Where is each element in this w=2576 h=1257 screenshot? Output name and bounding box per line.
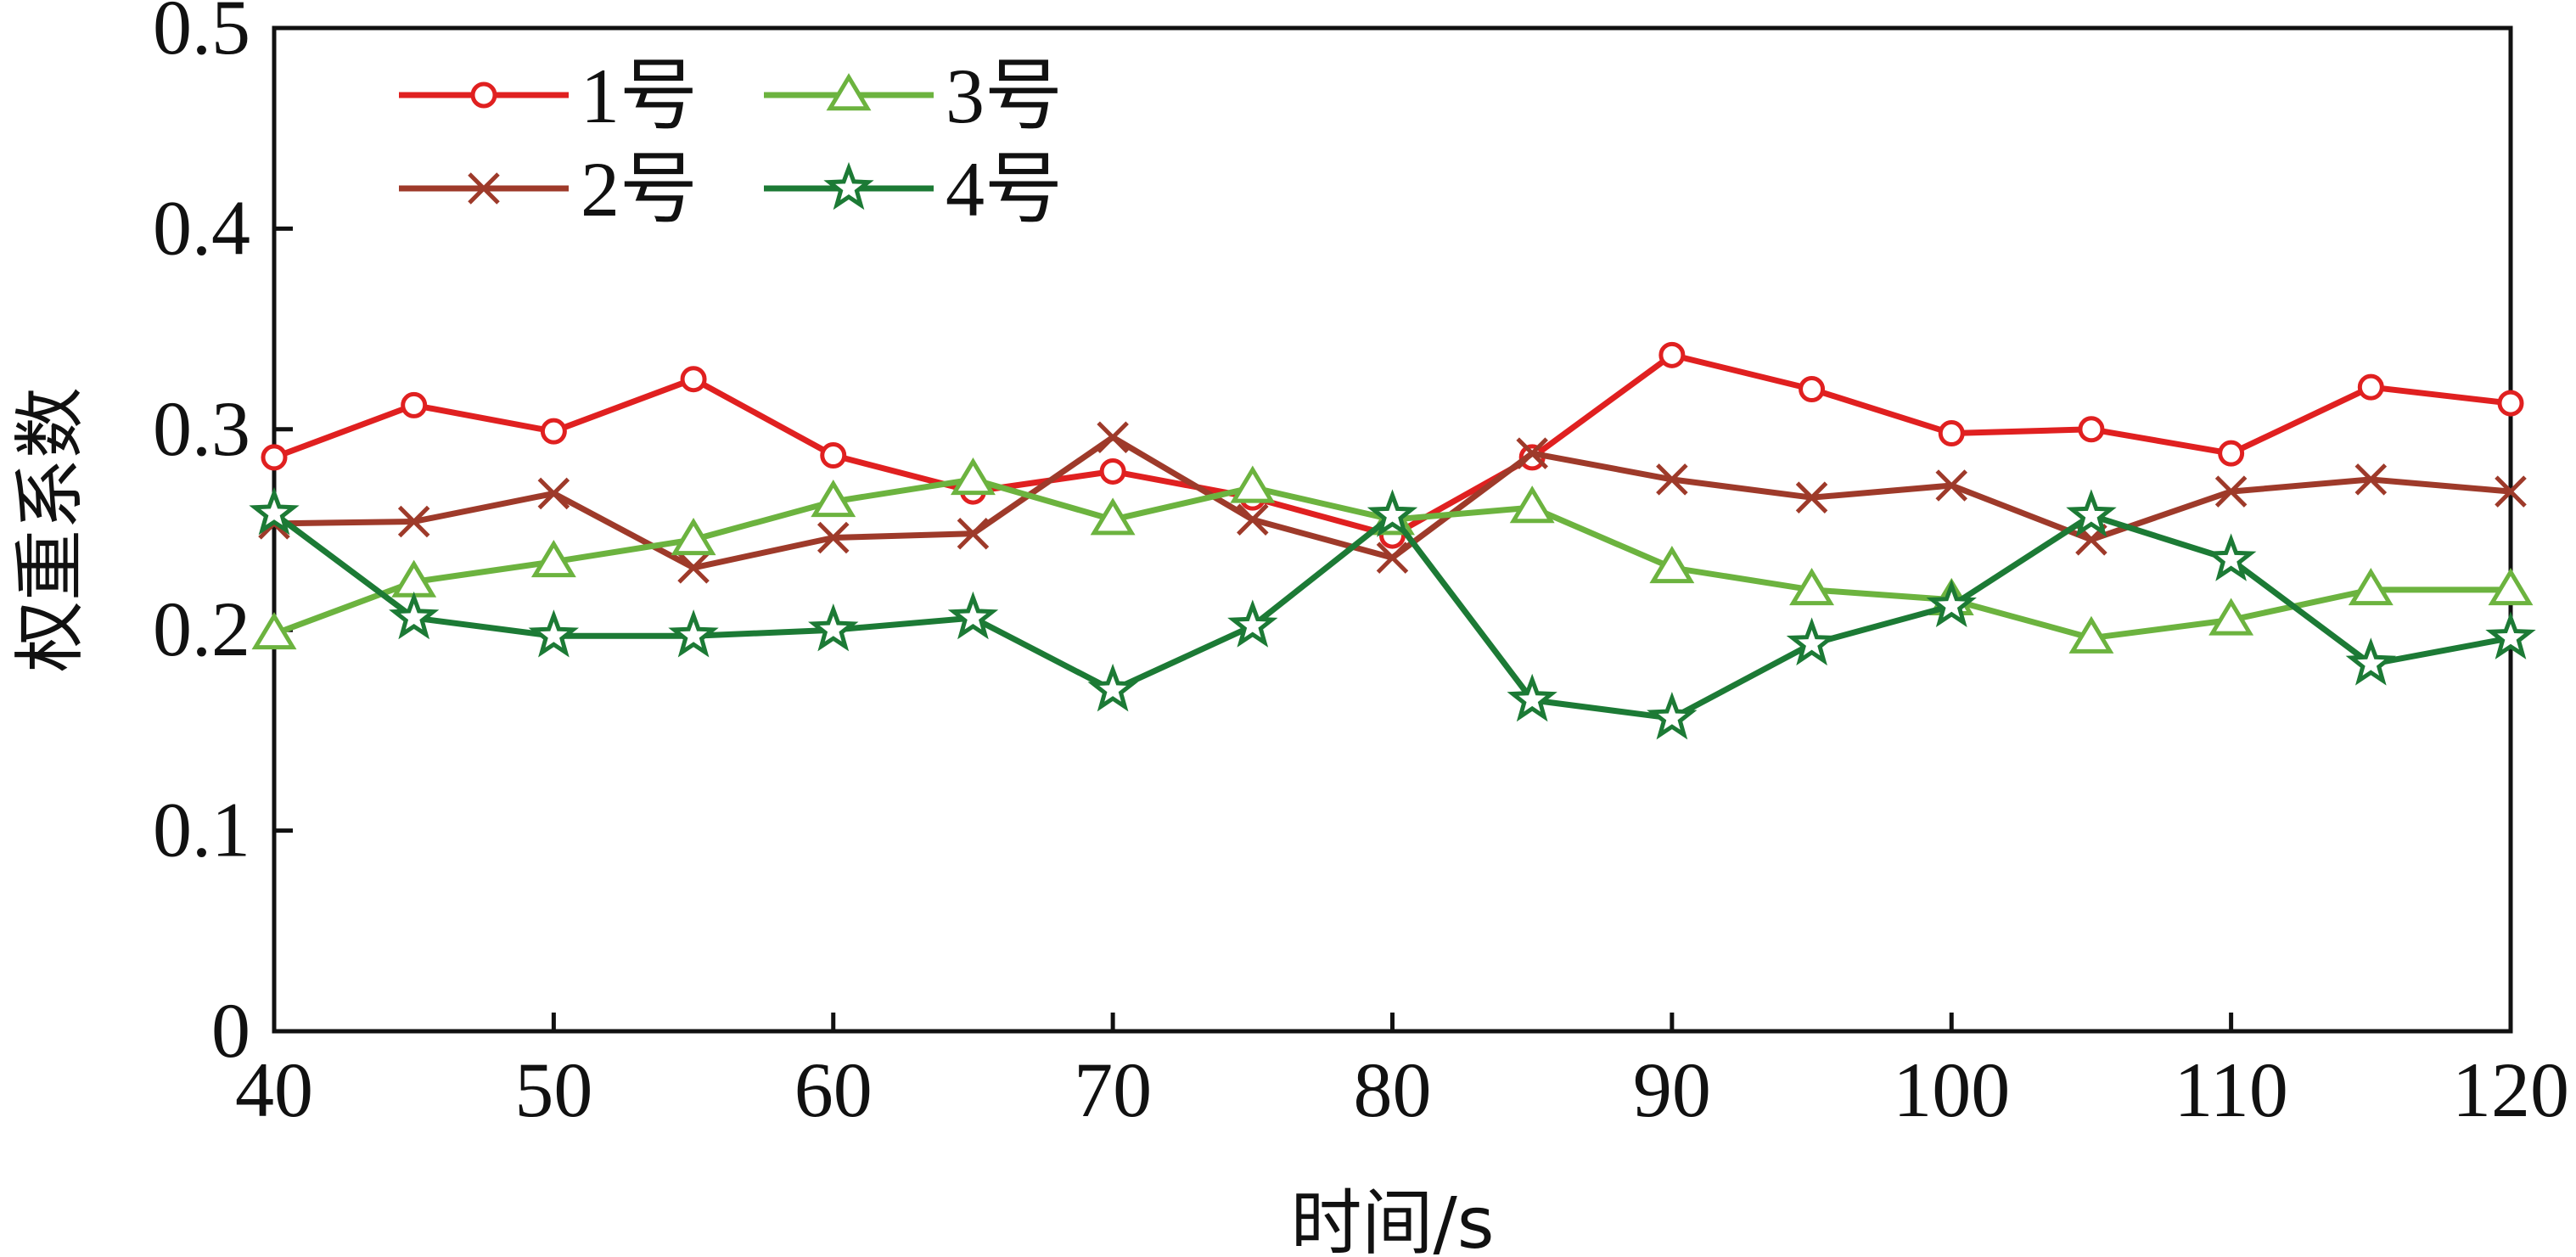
data-point (1938, 420, 1965, 447)
data-point (530, 539, 576, 578)
series-layer (249, 341, 2536, 740)
data-point (1789, 568, 1835, 606)
data-point (1097, 421, 1129, 454)
data-point (1227, 599, 1278, 648)
legend-marker (468, 172, 500, 205)
data-point (397, 505, 430, 538)
data-point (2214, 475, 2248, 508)
legend-label: 3号 (946, 53, 1063, 139)
x-axis-title: 时间/s (1290, 1181, 1494, 1257)
y-tick-label: 0.3 (153, 385, 250, 472)
data-point (249, 486, 300, 536)
legend-label: 1号 (581, 53, 698, 139)
data-point (251, 612, 297, 650)
data-point (1507, 673, 1557, 722)
series-4 (249, 486, 2536, 740)
data-point (677, 552, 710, 584)
data-point (2066, 489, 2117, 537)
y-tick-label: 0.1 (153, 787, 250, 873)
y-tick-label: 0.5 (153, 0, 250, 70)
data-point (2348, 568, 2394, 606)
data-point (2068, 615, 2114, 654)
x-tick-label: 70 (1074, 1047, 1152, 1133)
y-axis: 0 0.1 0.2 0.3 0.4 0.5 (153, 0, 293, 1074)
data-point (1647, 692, 1698, 740)
data-point (1099, 457, 1126, 485)
data-point (668, 609, 719, 658)
data-point (1230, 465, 1276, 503)
data-point (2488, 568, 2534, 606)
x-tick-label: 50 (514, 1047, 592, 1133)
y-tick-label: 0.2 (153, 586, 250, 672)
x-tick-label: 90 (1633, 1047, 1711, 1133)
data-point (1516, 437, 1548, 469)
x-axis: 40 50 60 70 80 90 100 110 120 (235, 1013, 2569, 1133)
data-point (671, 517, 716, 556)
legend-marker (470, 81, 497, 109)
data-point (2497, 390, 2524, 417)
data-point (1799, 376, 1826, 403)
series-1 (261, 341, 2524, 549)
data-point (1786, 617, 1838, 666)
y-axis-title: 权重系数 (8, 387, 92, 672)
data-point (950, 457, 996, 496)
x-tick-label: 100 (1893, 1047, 2010, 1133)
data-point (680, 366, 707, 393)
data-point (2218, 440, 2245, 467)
data-point (389, 591, 440, 640)
data-point (537, 477, 570, 510)
data-point (2495, 475, 2527, 508)
data-point (401, 391, 428, 418)
legend-label: 2号 (581, 146, 698, 233)
data-point (957, 517, 990, 550)
legend-item: 4号 (764, 146, 1063, 233)
data-point (820, 442, 847, 469)
data-point (1376, 542, 1409, 574)
data-point (528, 609, 580, 658)
data-point (817, 521, 850, 554)
data-point (1935, 469, 1968, 502)
x-tick-label: 60 (794, 1047, 873, 1133)
data-point (811, 480, 856, 518)
data-point (2354, 463, 2388, 496)
data-point (2208, 598, 2254, 636)
x-tick-label: 80 (1354, 1047, 1432, 1133)
y-tick-label: 0.4 (153, 184, 250, 271)
data-point (1367, 489, 1418, 537)
data-point (1237, 503, 1269, 536)
legend-label: 4号 (946, 146, 1063, 233)
legend-item: 3号 (764, 53, 1063, 139)
data-point (1090, 497, 1136, 536)
data-point (947, 591, 999, 640)
data-point (1658, 341, 1686, 368)
data-point (261, 444, 288, 471)
data-point (2357, 373, 2384, 401)
legend-marker (823, 161, 874, 210)
data-point (1509, 485, 1555, 524)
data-point (1649, 546, 1695, 584)
legend-item: 1号 (399, 53, 698, 139)
legend-marker (826, 73, 872, 111)
data-point (1926, 579, 1977, 628)
x-tick-label: 110 (2174, 1047, 2288, 1133)
data-point (2485, 611, 2536, 659)
y-tick-label: 0 (211, 987, 250, 1074)
data-point (1656, 463, 1688, 496)
data-point (2078, 416, 2105, 443)
data-point (1795, 481, 1828, 513)
legend-item: 2号 (399, 146, 698, 233)
data-point (540, 418, 567, 445)
data-point (2205, 533, 2257, 581)
x-tick-label: 120 (2452, 1047, 2569, 1133)
x-tick-label: 40 (235, 1047, 313, 1133)
data-point (808, 603, 859, 652)
series-2 (258, 421, 2527, 584)
data-point (2345, 637, 2396, 686)
data-point (1087, 663, 1138, 712)
